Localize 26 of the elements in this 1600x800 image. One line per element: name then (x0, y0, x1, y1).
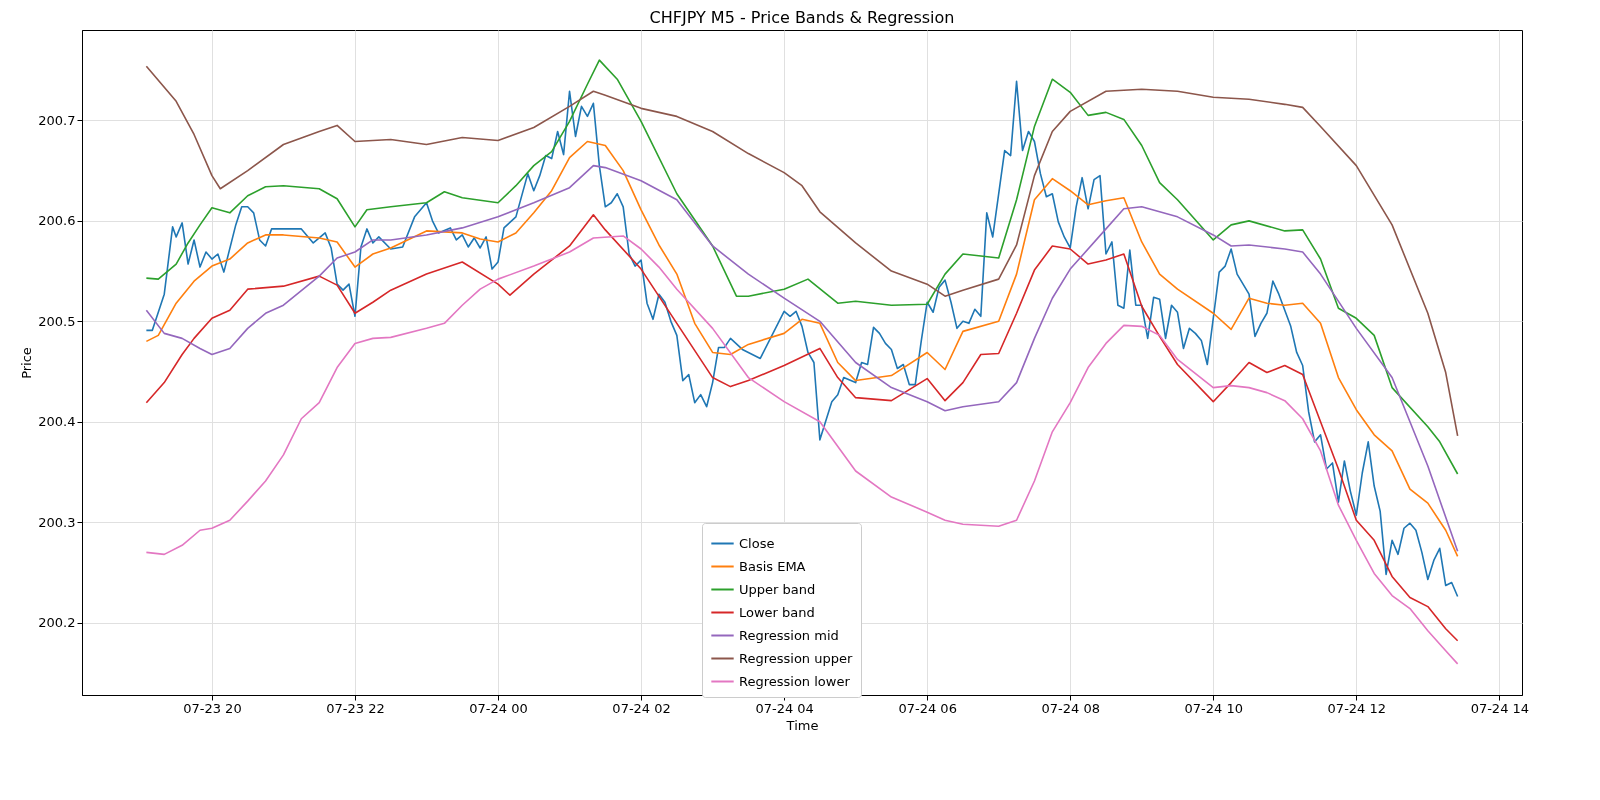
legend-label: Basis EMA (739, 558, 806, 574)
chart-title: CHFJPY M5 - Price Bands & Regression (649, 8, 955, 27)
y-tick-label: 200.3 (38, 514, 76, 530)
y-tick-label: 200.7 (38, 112, 76, 128)
x-tick-label: 07-24 12 (1327, 700, 1387, 716)
x-axis-title: Time (785, 717, 819, 733)
x-tick-label: 07-23 20 (183, 700, 242, 716)
y-tick-label: 200.6 (38, 213, 76, 229)
legend-label: Lower band (739, 604, 815, 620)
x-tick-label: 07-24 04 (755, 700, 814, 716)
y-axis-title: Price (19, 347, 35, 379)
x-tick-label: 07-24 06 (898, 700, 957, 716)
legend-label: Regression mid (739, 627, 839, 643)
x-tick-label: 07-24 08 (1041, 700, 1100, 716)
y-tick-label: 200.5 (38, 313, 76, 329)
x-tick-label: 07-23 22 (326, 700, 385, 716)
y-tick-label: 200.2 (38, 615, 76, 631)
x-tick-label: 07-24 14 (1470, 700, 1530, 716)
legend-label: Regression upper (739, 650, 853, 666)
x-tick-label: 07-24 02 (612, 700, 671, 716)
y-tick-label: 200.4 (38, 414, 76, 430)
x-tick-label: 07-24 00 (469, 700, 528, 716)
x-tick-label: 07-24 10 (1184, 700, 1243, 716)
legend-label: Close (739, 535, 775, 551)
legend-label: Regression lower (739, 673, 851, 689)
legend-label: Upper band (739, 581, 816, 597)
